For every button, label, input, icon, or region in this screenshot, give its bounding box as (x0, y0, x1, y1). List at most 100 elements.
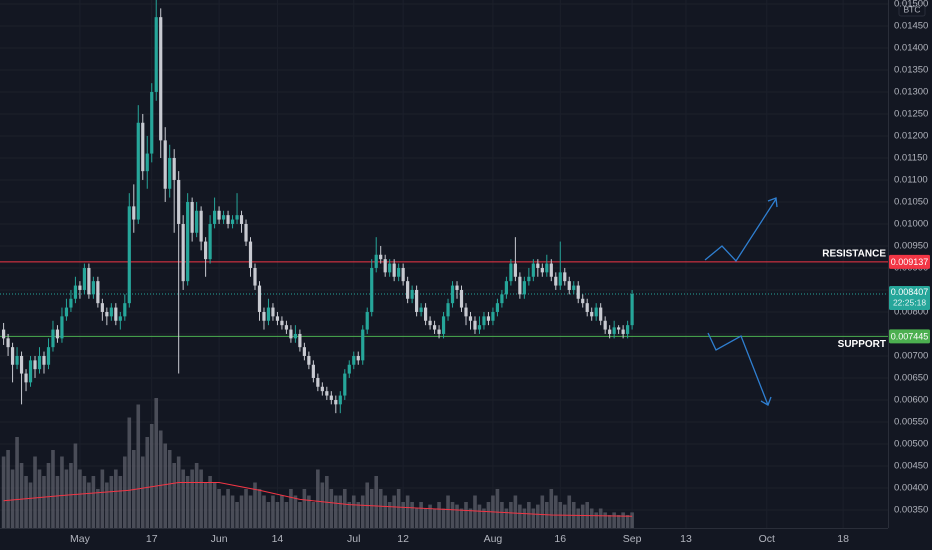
volume-bar (580, 504, 585, 528)
x-tick-label: 14 (272, 533, 284, 545)
candle-body (500, 294, 504, 304)
x-tick-label: May (70, 533, 91, 545)
volume-bar (154, 398, 159, 528)
down-arrowhead (760, 396, 772, 406)
volume-bar (239, 495, 244, 528)
y-tick-label: 0.01050 (894, 196, 928, 207)
volume-bar (266, 502, 271, 528)
candle-body (437, 329, 441, 334)
candle-body (199, 210, 203, 242)
y-tick-label: 0.00800 (894, 306, 928, 317)
volume-bar (271, 495, 275, 528)
volume-bar (140, 456, 145, 528)
candle-body (347, 364, 351, 374)
candle-body (33, 360, 37, 370)
candle-body (563, 272, 567, 282)
candle-body (599, 307, 603, 321)
volume-bar (230, 495, 235, 528)
candle-body (630, 294, 634, 326)
candles (1, 0, 634, 414)
candle-body (114, 307, 118, 321)
volume-bar (60, 456, 64, 528)
candle-body (572, 285, 576, 290)
up-arrowhead (767, 197, 778, 208)
volume-bar (603, 512, 607, 528)
volume-bar (298, 502, 302, 528)
candle-body (154, 17, 158, 92)
last-price-box (889, 286, 930, 311)
volume-bar (423, 508, 428, 528)
volume-bar (46, 463, 51, 528)
candle-body (51, 329, 55, 348)
candle-body (334, 399, 338, 405)
volume-bar (598, 508, 603, 528)
candle-body (24, 373, 28, 383)
volume-bar (410, 502, 414, 528)
candle-body (311, 364, 315, 378)
volume-bar (500, 502, 504, 528)
volume-bar (64, 469, 69, 528)
y-tick-label: 0.01100 (894, 174, 928, 185)
volume-pane (1, 398, 634, 528)
x-tick-label: Aug (484, 533, 503, 545)
volume-bar (163, 443, 168, 528)
y-tick-label: 0.00600 (894, 394, 928, 405)
volume-bar (172, 463, 176, 528)
candle-body (230, 219, 235, 224)
candle-body (473, 320, 477, 330)
volume-bar (109, 476, 114, 528)
candle-body (284, 325, 289, 330)
volume-bar (78, 469, 82, 528)
volume-bar (518, 504, 522, 528)
volume-bar (495, 489, 500, 528)
volume-bar (616, 515, 621, 528)
candle-body (504, 281, 509, 295)
candle-body (217, 210, 221, 220)
candle-body (248, 241, 253, 268)
candle-body (343, 373, 347, 396)
volume-bar (378, 489, 383, 528)
candle-body (100, 303, 104, 312)
candle-body (298, 333, 302, 348)
volume-bar (302, 489, 307, 528)
level-price-box (889, 329, 930, 344)
candle-body (491, 311, 495, 321)
candle-body (450, 285, 455, 304)
x-tick-label: 12 (397, 533, 409, 545)
candle-body (181, 223, 185, 282)
volume-bar (414, 508, 419, 528)
candle-body (159, 17, 163, 141)
volume-bar (356, 502, 361, 528)
candle-body (576, 285, 580, 299)
candle-body (78, 285, 82, 290)
volume-bar (482, 508, 486, 528)
volume-bar (621, 512, 625, 528)
candle-body (459, 289, 464, 308)
candle-body (73, 285, 78, 299)
candle-body (374, 254, 378, 268)
currency-box (898, 2, 926, 17)
volume-bar (28, 482, 33, 528)
volume-bar (15, 437, 19, 528)
candle-body (446, 303, 450, 317)
volume-bar (464, 502, 468, 528)
volume-bar (262, 495, 266, 528)
x-tick-label: Oct (759, 533, 775, 545)
volume-bar (244, 489, 248, 528)
up-arrow (704, 198, 777, 263)
projection-arrows (704, 197, 778, 406)
volume-bar (33, 456, 37, 528)
volume-bar (55, 476, 60, 528)
volume-bar (360, 495, 365, 528)
candle-body (392, 263, 396, 277)
candle-body (136, 122, 140, 220)
volume-bar (396, 489, 401, 528)
candle-body (365, 311, 369, 330)
y-tick-label: 0.00550 (894, 416, 928, 427)
x-tick-label: 18 (837, 533, 849, 545)
candle-body (257, 285, 262, 312)
candle-body (69, 298, 73, 308)
candle-body (536, 263, 540, 268)
volume-bar (437, 502, 441, 528)
candle-body (379, 254, 383, 260)
